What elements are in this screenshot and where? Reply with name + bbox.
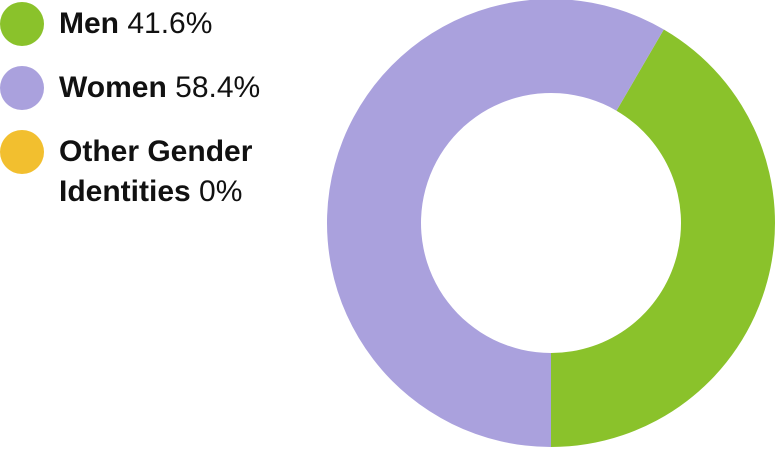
legend-value-women: 58.4% — [175, 71, 261, 104]
donut-slice-men — [551, 29, 775, 448]
legend-text-men: Men 41.6% — [59, 4, 212, 44]
legend-value-men: 41.6% — [127, 7, 213, 40]
legend-swatch-other-gender-identities — [0, 130, 44, 174]
donut-chart — [327, 0, 775, 448]
legend-swatch-men — [0, 2, 44, 46]
legend-name-other-gender-identities: Other Gender Identities — [59, 135, 253, 208]
legend-text-other-gender-identities: Other Gender Identities 0% — [59, 132, 289, 212]
legend-item-other-gender-identities: Other Gender Identities 0% — [0, 130, 289, 212]
legend-swatch-women — [0, 66, 44, 110]
legend-value-other-gender-identities: 0% — [199, 175, 243, 208]
legend-item-women: Women 58.4% — [0, 66, 260, 110]
donut-chart-container — [326, 0, 780, 452]
legend-name-women: Women — [59, 71, 167, 104]
legend-name-men: Men — [59, 7, 119, 40]
legend-text-women: Women 58.4% — [59, 68, 260, 108]
donut-slice-women — [327, 0, 664, 447]
legend-item-men: Men 41.6% — [0, 2, 212, 46]
